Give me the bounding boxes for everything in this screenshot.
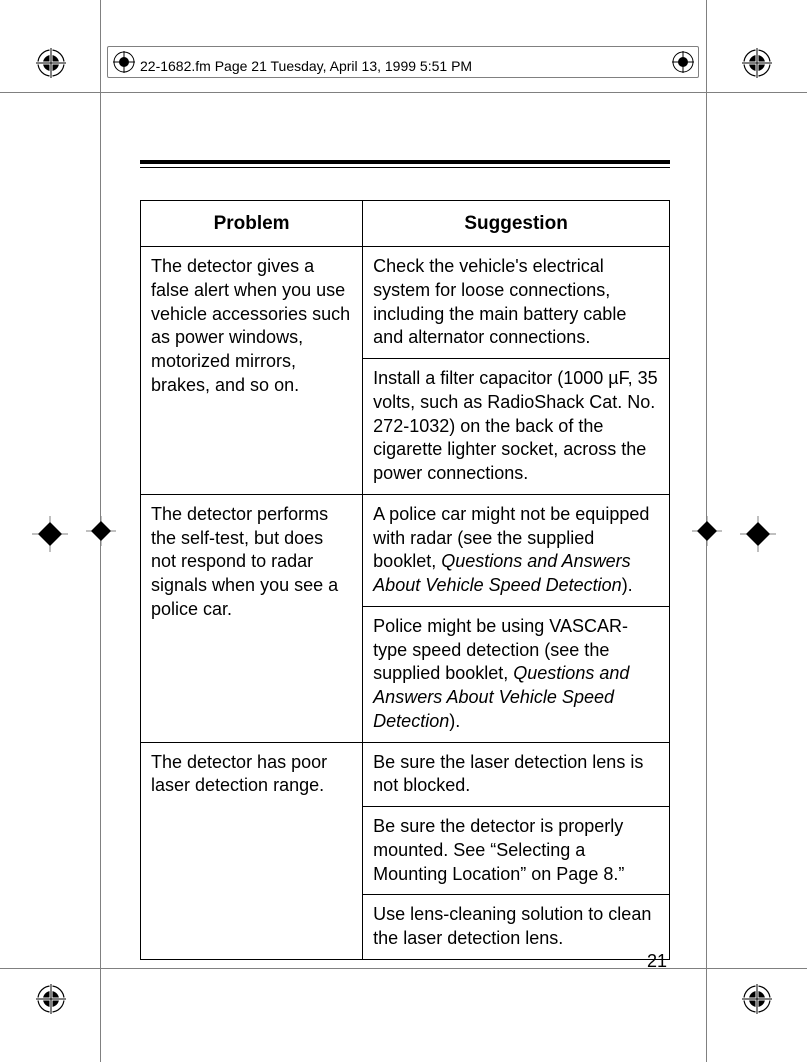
crop-mark-icon <box>32 516 62 546</box>
suggestion-cell: Check the vehicle's electrical system fo… <box>363 247 670 359</box>
crop-mark-icon <box>692 516 722 546</box>
registration-mark-icon <box>672 51 694 73</box>
registration-mark-icon <box>113 51 135 73</box>
crop-mark-icon <box>740 516 770 546</box>
table-row: The detector has poor laser detection ra… <box>141 742 670 807</box>
trim-line-top <box>0 92 807 93</box>
problem-cell: The detector performs the self-test, but… <box>141 494 363 742</box>
crop-mark-icon <box>86 516 116 546</box>
trim-line-bottom <box>0 968 807 969</box>
suggestion-cell: Police might be using VASCAR-type speed … <box>363 606 670 742</box>
suggestion-text: ). <box>622 575 633 595</box>
registration-mark-icon <box>742 984 772 1014</box>
problem-cell: The detector gives a false alert when yo… <box>141 247 363 495</box>
suggestion-cell: Install a filter capacitor (1000 µF, 35 … <box>363 359 670 495</box>
page-content: Problem Suggestion The detector gives a … <box>140 160 670 960</box>
running-head: 22-1682.fm Page 21 Tuesday, April 13, 19… <box>140 58 472 74</box>
suggestion-text: ). <box>449 711 460 731</box>
registration-mark-icon <box>742 48 772 78</box>
table-row: The detector gives a false alert when yo… <box>141 247 670 359</box>
column-header-problem: Problem <box>141 201 363 247</box>
suggestion-cell: Be sure the detector is properly mounted… <box>363 807 670 895</box>
suggestion-cell: A police car might not be equipped with … <box>363 494 670 606</box>
registration-mark-icon <box>36 984 66 1014</box>
rule-thick <box>140 160 670 164</box>
column-header-suggestion: Suggestion <box>363 201 670 247</box>
troubleshooting-table: Problem Suggestion The detector gives a … <box>140 200 670 960</box>
table-row: The detector performs the self-test, but… <box>141 494 670 606</box>
registration-mark-icon <box>36 48 66 78</box>
rule-thin <box>140 167 670 168</box>
page-number: 21 <box>647 951 667 972</box>
suggestion-cell: Be sure the laser detection lens is not … <box>363 742 670 807</box>
suggestion-cell: Use lens-cleaning solution to clean the … <box>363 895 670 960</box>
problem-cell: The detector has poor laser detection ra… <box>141 742 363 959</box>
